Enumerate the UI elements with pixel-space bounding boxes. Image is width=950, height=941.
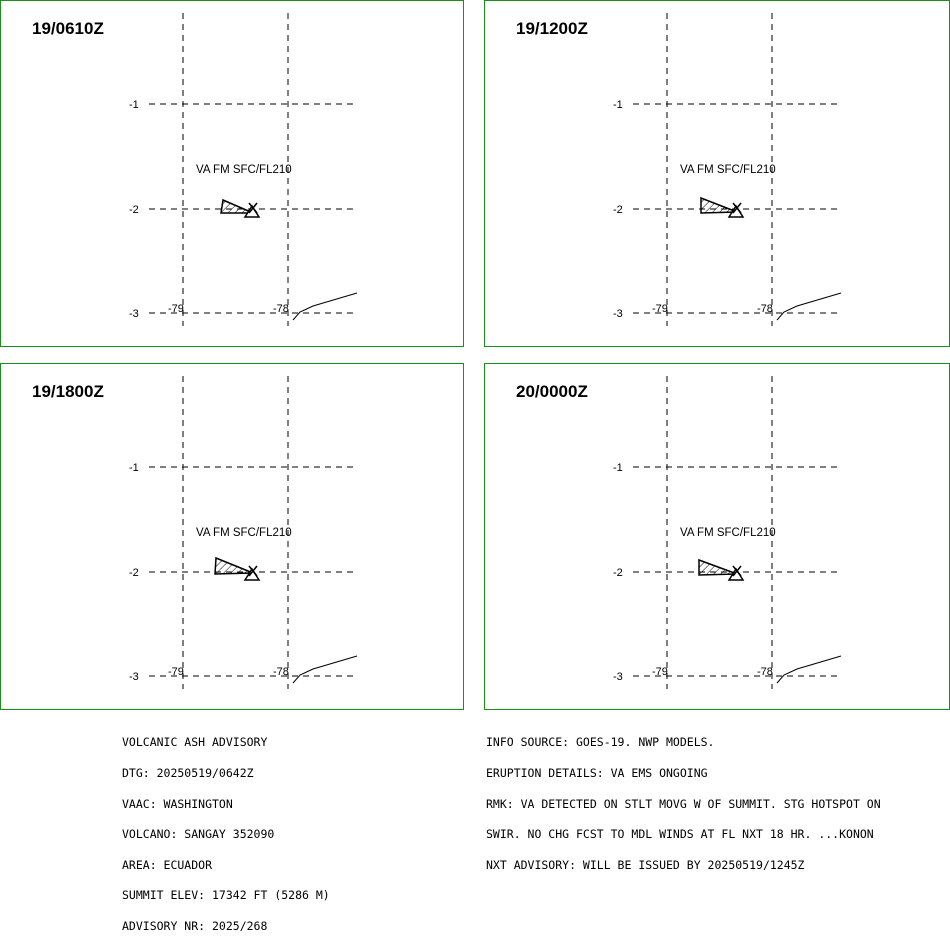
va-level-label: VA FM SFC/FL210 bbox=[196, 164, 292, 176]
panel-time-label: 20/0000Z bbox=[516, 382, 588, 401]
ash-area-polygon bbox=[220, 198, 254, 214]
volcano-x-icon bbox=[248, 202, 258, 214]
longitude-label: -79 bbox=[652, 666, 668, 678]
forecast-panel-1: 19/0610Z -1 -2 -3 -79 -78 VA FM SFC/FL210 bbox=[0, 0, 464, 347]
coastline bbox=[292, 292, 358, 321]
advisory-details-block: INFO SOURCE: GOES-19. NWP MODELS. ERUPTI… bbox=[486, 717, 881, 880]
latitude-label: -3 bbox=[129, 308, 139, 320]
volcano-x-icon bbox=[732, 202, 742, 214]
advisory-line: INFO SOURCE: GOES-19. NWP MODELS. bbox=[486, 735, 715, 750]
longitude-label: -79 bbox=[168, 666, 184, 678]
advisory-line: SUMMIT ELEV: 17342 FT (5286 M) bbox=[122, 888, 330, 903]
map-canvas: -1 -2 -3 -79 -78 VA FM SFC/FL210 bbox=[613, 13, 842, 326]
latitude-label: -2 bbox=[613, 567, 623, 579]
va-level-label: VA FM SFC/FL210 bbox=[196, 527, 292, 539]
ash-area-polygon bbox=[700, 196, 738, 214]
advisory-line: AREA: ECUADOR bbox=[122, 857, 213, 872]
advisory-header-block: VOLCANIC ASH ADVISORY DTG: 20250519/0642… bbox=[122, 717, 330, 941]
map-canvas: -1 -2 -3 -79 -78 VA FM SFC/FL210 bbox=[129, 13, 358, 326]
forecast-panel-2: 19/1200Z -1 -2 -3 -79 -78 VA FM SFC/FL210 bbox=[484, 0, 950, 347]
latitude-label: -3 bbox=[613, 671, 623, 683]
panel-time-label: 19/0610Z bbox=[32, 19, 104, 38]
panel-time-label: 19/1200Z bbox=[516, 19, 588, 38]
longitude-label: -79 bbox=[652, 303, 668, 315]
ash-area-polygon bbox=[214, 556, 254, 575]
latitude-label: -2 bbox=[129, 567, 139, 579]
latitude-label: -2 bbox=[129, 204, 139, 216]
volcano-x-icon bbox=[248, 565, 258, 577]
volcano-x-icon bbox=[732, 565, 742, 577]
forecast-panel-3: 19/1800Z -1 -2 -3 -79 -78 VA FM SFC/FL210 bbox=[0, 363, 464, 710]
longitude-label: -79 bbox=[168, 303, 184, 315]
coastline bbox=[776, 292, 842, 321]
advisory-line: ADVISORY NR: 2025/268 bbox=[122, 918, 268, 933]
coastline bbox=[776, 655, 842, 684]
latitude-label: -1 bbox=[613, 99, 623, 111]
va-level-label: VA FM SFC/FL210 bbox=[680, 164, 776, 176]
longitude-label: -78 bbox=[757, 303, 773, 315]
latitude-label: -1 bbox=[613, 462, 623, 474]
latitude-label: -1 bbox=[129, 99, 139, 111]
coastline bbox=[292, 655, 358, 684]
ash-area-polygon bbox=[698, 558, 738, 576]
advisory-line: SWIR. NO CHG FCST TO MDL WINDS AT FL NXT… bbox=[486, 827, 874, 842]
longitude-label: -78 bbox=[273, 666, 289, 678]
latitude-label: -2 bbox=[613, 204, 623, 216]
latitude-label: -3 bbox=[129, 671, 139, 683]
advisory-line: RMK: VA DETECTED ON STLT MOVG W OF SUMMI… bbox=[486, 796, 881, 811]
advisory-line: VOLCANIC ASH ADVISORY bbox=[122, 735, 268, 750]
latitude-label: -1 bbox=[129, 462, 139, 474]
advisory-line: VAAC: WASHINGTON bbox=[122, 796, 233, 811]
advisory-line: VOLCANO: SANGAY 352090 bbox=[122, 827, 275, 842]
va-level-label: VA FM SFC/FL210 bbox=[680, 527, 776, 539]
map-canvas: -1 -2 -3 -79 -78 VA FM SFC/FL210 bbox=[613, 376, 842, 689]
advisory-line: ERUPTION DETAILS: VA EMS ONGOING bbox=[486, 766, 708, 780]
map-canvas: -1 -2 -3 -79 -78 VA FM SFC/FL210 bbox=[129, 376, 358, 689]
longitude-label: -78 bbox=[273, 303, 289, 315]
forecast-panel-4: 20/0000Z -1 -2 -3 -79 -78 VA FM SFC/FL210 bbox=[484, 363, 950, 710]
panel-time-label: 19/1800Z bbox=[32, 382, 104, 401]
advisory-line: NXT ADVISORY: WILL BE ISSUED BY 20250519… bbox=[486, 857, 805, 872]
longitude-label: -78 bbox=[757, 666, 773, 678]
latitude-label: -3 bbox=[613, 308, 623, 320]
advisory-line: DTG: 20250519/0642Z bbox=[122, 766, 254, 780]
